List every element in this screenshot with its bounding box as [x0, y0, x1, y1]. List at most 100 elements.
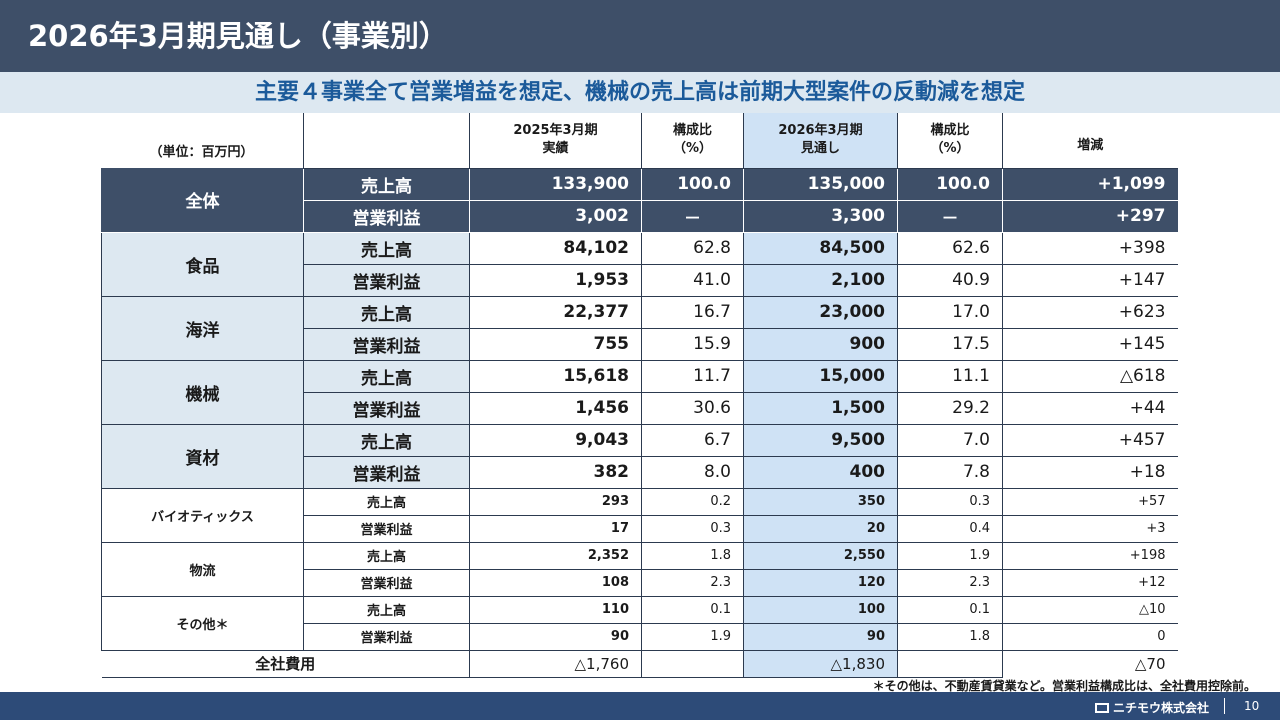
- fy2025-value: 3,002: [469, 200, 642, 233]
- item-label: 営業利益: [303, 569, 470, 597]
- footer-bar: ニチモウ株式会社 10: [0, 692, 1280, 720]
- change-value: +1,099: [1002, 168, 1178, 201]
- segment-label: バイオティックス: [101, 488, 304, 543]
- table-header-row: （単位：百万円） 2025年3月期 実績 構成比 （%） 2026年3月期 見通し 構…: [101, 113, 1178, 169]
- change-value: +297: [1002, 200, 1178, 233]
- ratio2026-value: 7.8: [897, 456, 1003, 489]
- ratio2025-value: 0.3: [641, 515, 744, 543]
- change-value: +145: [1002, 328, 1178, 361]
- table-row: 営業利益 90 1.9 90 1.8 0: [102, 623, 1178, 651]
- page-title: 2026年3月期見通し（事業別）: [0, 0, 1280, 72]
- ratio2025-value: 16.7: [641, 296, 744, 329]
- fy2026-value: 100: [743, 596, 898, 624]
- change-value: +623: [1002, 296, 1178, 329]
- ratio2026-value: 2.3: [897, 569, 1003, 597]
- table-row: 営業利益 382 8.0 400 7.8 +18: [102, 456, 1178, 489]
- header-ratio-2026-sub: （%）: [930, 141, 970, 157]
- change-value: +398: [1002, 232, 1178, 265]
- ratio2026-value: 62.6: [897, 232, 1003, 265]
- ratio2025-value: 30.6: [641, 392, 744, 425]
- ratio2025-value: －: [641, 200, 744, 233]
- change-value: +3: [1002, 515, 1178, 543]
- header-fy2026-sub: 見通し: [800, 141, 840, 157]
- fy2025-value: 293: [469, 488, 642, 516]
- change-value: △618: [1002, 360, 1178, 393]
- segment-label: 物流: [101, 542, 304, 597]
- fy2025-value: 110: [469, 596, 642, 624]
- ratio2026-value: 7.0: [897, 424, 1003, 457]
- change-value: +147: [1002, 264, 1178, 297]
- segment-label: 海洋: [101, 296, 304, 361]
- segment-label: 機械: [101, 360, 304, 425]
- company-logo: ニチモウ株式会社: [1095, 699, 1209, 716]
- change-value: +457: [1002, 424, 1178, 457]
- logo-mark-icon: [1095, 702, 1109, 713]
- ratio2026-value: 11.1: [897, 360, 1003, 393]
- item-label: 売上高: [303, 232, 470, 265]
- ratio2025-value: 0.2: [641, 488, 744, 516]
- item-label: 売上高: [303, 424, 470, 457]
- table-row: 営業利益 17 0.3 20 0.4 +3: [102, 515, 1178, 543]
- fy2025-value: 90: [469, 623, 642, 651]
- item-label: 営業利益: [303, 392, 470, 425]
- unit-label: （単位：百万円）: [101, 113, 304, 168]
- change-value: +12: [1002, 569, 1178, 597]
- corporate-expense-row: 全社費用 △1,760 △1,830 △70: [101, 650, 1178, 678]
- ratio2025-value: 1.9: [641, 623, 744, 651]
- page-subtitle: 主要４事業全て営業増益を想定、機械の売上高は前期大型案件の反動減を想定: [0, 72, 1280, 113]
- change-value: 0: [1002, 623, 1178, 651]
- table-body: （単位：百万円） 2025年3月期 実績 構成比 （%） 2026年3月期 見通し 構…: [101, 113, 1178, 678]
- segment-label: 全体: [101, 168, 304, 233]
- fy2026-value: 3,300: [743, 200, 898, 233]
- ratio2025-value: 6.7: [641, 424, 744, 457]
- ratio2026-value: 1.9: [897, 542, 1003, 570]
- fy2025-value: 9,043: [469, 424, 642, 457]
- fy2025-value: 382: [469, 456, 642, 489]
- item-label: 営業利益: [303, 515, 470, 543]
- ratio2026-value: 0.3: [897, 488, 1003, 516]
- item-label: 売上高: [303, 542, 470, 570]
- ratio2026-value: 17.5: [897, 328, 1003, 361]
- ratio2025-value: 0.1: [641, 596, 744, 624]
- item-label: 営業利益: [303, 264, 470, 297]
- header-fy2025-sub: 実績: [542, 141, 569, 157]
- fy2026-value: 2,100: [743, 264, 898, 297]
- table-row: 資材 売上高 9,043 6.7 9,500 7.0 +457: [101, 424, 1178, 489]
- header-fy2026-year: 2026年3月期: [778, 123, 863, 139]
- fy2026-value: 135,000: [743, 168, 898, 201]
- fy2026-value: 9,500: [743, 424, 898, 457]
- footer-divider: [1224, 698, 1225, 714]
- table-row: 全体 売上高 133,900 100.0 135,000 100.0 +1,099: [101, 168, 1178, 233]
- fy2026-value: 120: [743, 569, 898, 597]
- corporate-fy2026: △1,830: [743, 650, 898, 678]
- table-row: 物流 売上高 2,352 1.8 2,550 1.9 +198: [101, 542, 1178, 597]
- header-ratio-2026-label: 構成比: [930, 123, 970, 139]
- ratio2025-value: 11.7: [641, 360, 744, 393]
- item-label: 営業利益: [303, 623, 470, 651]
- corporate-fy2025: △1,760: [469, 650, 642, 678]
- item-label: 売上高: [303, 596, 470, 624]
- table-row: 営業利益 3,002 － 3,300 － +297: [102, 200, 1178, 233]
- table-row: バイオティックス 売上高 293 0.2 350 0.3 +57: [101, 488, 1178, 543]
- ratio2026-value: 29.2: [897, 392, 1003, 425]
- header-change: 増減: [1002, 113, 1178, 169]
- change-value: +57: [1002, 488, 1178, 516]
- ratio2025-value: 1.8: [641, 542, 744, 570]
- fy2026-value: 1,500: [743, 392, 898, 425]
- header-ratio-2025-sub: （%）: [672, 141, 713, 157]
- ratio2025-value: 8.0: [641, 456, 744, 489]
- segment-label: 資材: [101, 424, 304, 489]
- item-label: 売上高: [303, 360, 470, 393]
- header-ratio-2026: 構成比 （%）: [897, 113, 1003, 169]
- corporate-ratio2026: [897, 650, 1003, 678]
- ratio2025-value: 41.0: [641, 264, 744, 297]
- change-value: +18: [1002, 456, 1178, 489]
- company-name: ニチモウ株式会社: [1113, 701, 1210, 715]
- change-value: +44: [1002, 392, 1178, 425]
- fy2026-value: 20: [743, 515, 898, 543]
- fy2025-value: 2,352: [469, 542, 642, 570]
- segment-forecast-table: （単位：百万円） 2025年3月期 実績 構成比 （%） 2026年3月期 見通し 構…: [101, 113, 1178, 678]
- table-row: 営業利益 1,953 41.0 2,100 40.9 +147: [102, 264, 1178, 297]
- ratio2026-value: 0.4: [897, 515, 1003, 543]
- fy2025-value: 755: [469, 328, 642, 361]
